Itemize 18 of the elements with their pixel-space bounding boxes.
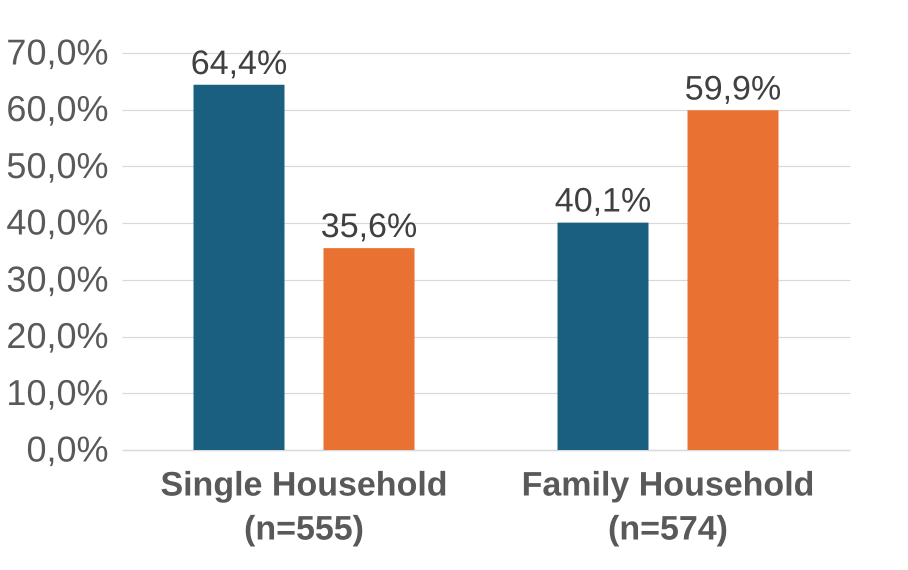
y-tick-label: 10,0% xyxy=(6,372,108,413)
bar xyxy=(558,222,648,450)
data-label: 35,6% xyxy=(320,207,418,246)
data-label: 40,1% xyxy=(554,182,652,220)
bar xyxy=(688,110,778,450)
data-label: 59,9% xyxy=(684,69,782,108)
bar xyxy=(324,248,414,450)
data-label: 64,4% xyxy=(190,44,288,82)
y-tick-label: 20,0% xyxy=(6,315,108,356)
y-tick-label: 50,0% xyxy=(6,144,108,186)
y-tick-label: 30,0% xyxy=(6,258,108,300)
y-tick-label: 70,0% xyxy=(6,32,108,72)
y-tick-label: 40,0% xyxy=(6,202,108,243)
y-tick-label: 60,0% xyxy=(6,88,108,130)
x-tick-label: Single Household (n=555) xyxy=(160,466,448,548)
x-tick-label: Family Household (n=574) xyxy=(522,466,814,548)
bar xyxy=(194,84,284,450)
y-tick-label: 0,0% xyxy=(26,428,108,470)
